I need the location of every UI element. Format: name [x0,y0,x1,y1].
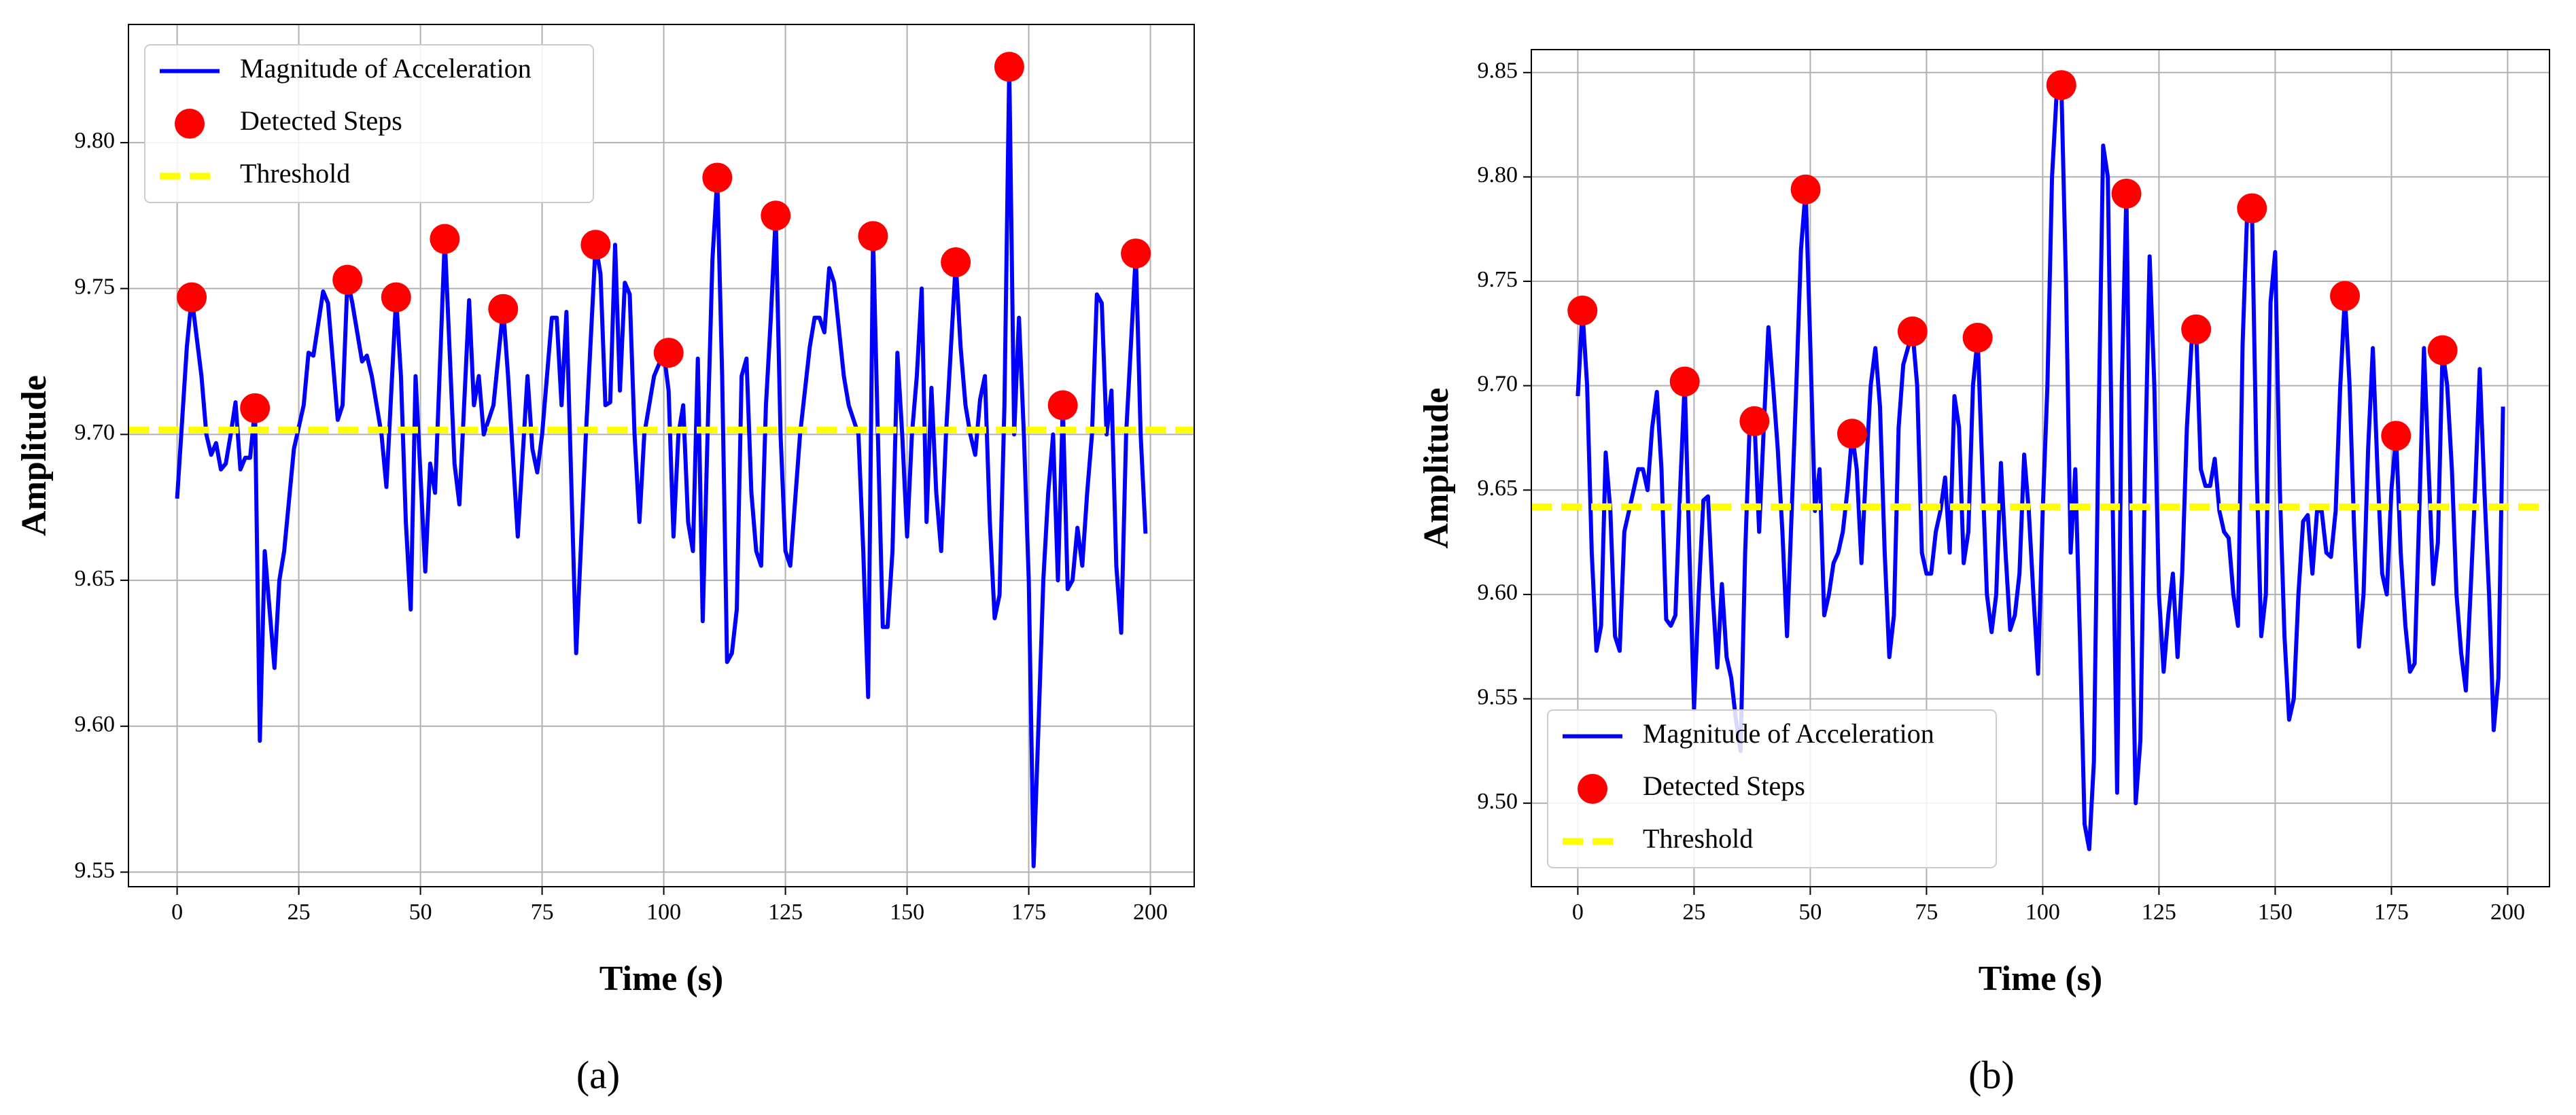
x-tick-label: 200 [2490,900,2525,925]
legend-box [144,44,594,203]
step-marker [702,162,733,193]
legend-label: Detected Steps [1643,771,1805,801]
x-axis-label: Time (s) [599,959,723,998]
legend-swatch [175,109,205,139]
step-marker [580,230,611,260]
x-tick-label: 150 [2258,900,2293,925]
axes-frame [128,24,1195,887]
step-marker [761,200,791,231]
x-tick-label: 50 [409,900,432,925]
legend-label: Magnitude of Acceleration [240,53,532,84]
x-tick-label: 75 [531,900,554,925]
step-marker [2111,178,2142,209]
x-tick-label: 175 [1011,900,1046,925]
step-marker [430,224,460,254]
y-tick-label: 9.75 [1478,267,1518,292]
x-tick-label: 25 [1682,900,1705,925]
step-marker [1837,419,1867,449]
legend-swatch [1578,774,1607,804]
y-tick-label: 9.65 [1478,476,1518,501]
y-tick-label: 9.55 [1478,684,1518,709]
step-marker [488,294,519,324]
axes-frame [1531,49,2550,887]
x-tick-label: 150 [890,900,924,925]
y-tick-label: 9.65 [75,566,116,591]
step-marker [240,393,271,423]
x-tick-label: 100 [646,900,681,925]
legend-box [1547,709,1997,868]
step-marker [2381,421,2412,451]
y-tick-label: 9.60 [1478,580,1518,605]
x-tick-label: 200 [1133,900,1168,925]
legend: Magnitude of Acceleration Detected Steps T… [144,44,594,203]
y-tick-label: 9.55 [75,857,116,883]
legend-label: Threshold [240,158,350,189]
step-marker [381,282,411,313]
step-marker [2427,335,2458,366]
step-marker [941,247,971,277]
x-axis-label: Time (s) [1979,959,2102,998]
y-tick-label: 9.70 [75,420,116,445]
y-tick-label: 9.70 [1478,371,1518,396]
step-marker [1739,406,1770,436]
step-marker [1790,174,1821,205]
y-tick-label: 9.80 [75,128,116,154]
legend: Magnitude of Acceleration Detected Steps T… [1547,709,1997,868]
step-marker [653,338,684,368]
subplot: 0 25 50 75 100 125 150 175 200 9.55 9.60 9.65 9.70 9.… [15,24,1195,1097]
step-marker [1047,390,1078,421]
y-tick-label: 9.80 [1478,162,1518,188]
x-tick-label: 25 [288,900,311,925]
step-marker [1962,322,1993,353]
panel-label: (a) [576,1052,620,1097]
y-tick-label: 9.60 [75,712,116,737]
legend-label: Detected Steps [240,105,402,136]
x-tick-label: 175 [2374,900,2409,925]
step-marker [1121,238,1151,269]
acceleration-line [175,65,1148,868]
x-tick-label: 0 [1572,900,1584,925]
step-marker [2181,314,2212,344]
y-axis-label: Amplitude [15,375,54,536]
step-marker [332,264,363,295]
x-tick-label: 75 [1915,900,1938,925]
x-tick-label: 0 [171,900,183,925]
x-tick-label: 50 [1798,900,1822,925]
step-marker [2046,70,2076,101]
subplot: 0 25 50 75 100 125 150 175 200 9.50 9.55 9.60 9.65 9.… [1417,49,2550,1097]
y-axis-label: Amplitude [1417,388,1456,549]
step-marker [2330,281,2361,311]
step-marker [177,282,207,313]
legend-label: Magnitude of Acceleration [1643,718,1934,749]
step-marker [1669,366,1700,397]
step-marker [858,221,888,251]
y-tick-label: 9.85 [1478,58,1518,84]
step-marker [1897,316,1928,347]
step-marker [1567,296,1598,326]
x-tick-label: 125 [2142,900,2176,925]
y-tick-label: 9.75 [75,274,116,299]
x-tick-label: 100 [2025,900,2060,925]
legend-label: Threshold [1643,824,1753,854]
step-marker [994,52,1024,82]
step-marker [2237,193,2267,224]
panel-label: (b) [1968,1052,2015,1097]
x-tick-label: 125 [768,900,803,925]
y-tick-label: 9.50 [1478,789,1518,814]
